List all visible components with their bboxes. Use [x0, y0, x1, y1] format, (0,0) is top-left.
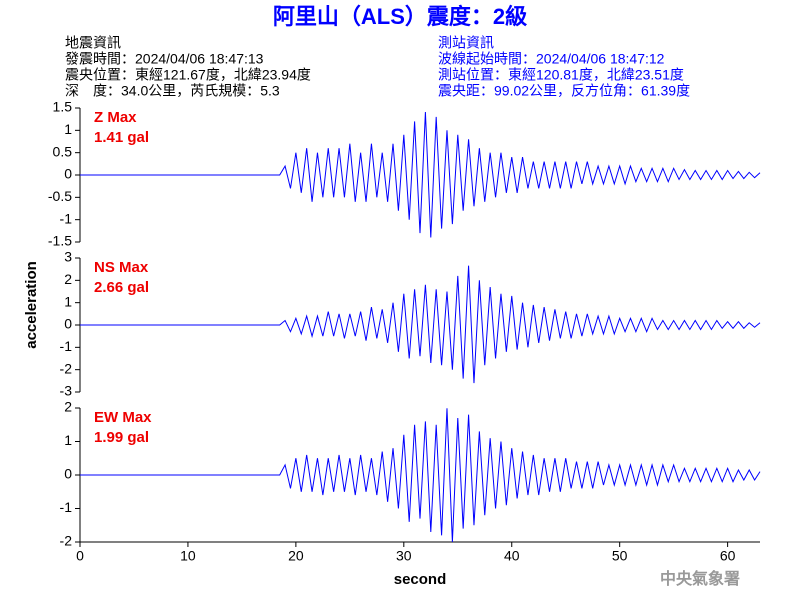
waveform	[80, 408, 761, 543]
y-tick-label: 2	[64, 271, 72, 287]
y-tick-label: -2	[60, 360, 73, 376]
max-label: 1.99 gal	[94, 429, 149, 446]
x-tick-label: 20	[288, 548, 304, 564]
y-tick-label: -2	[60, 533, 73, 549]
x-axis-label: second	[394, 571, 447, 588]
y-tick-label: 3	[64, 249, 72, 265]
info-text: 震央距：99.02公里，反方位角：61.39度	[438, 83, 690, 99]
y-tick-label: -1	[60, 338, 73, 354]
waveform	[80, 265, 761, 384]
y-axis-label: acceleration	[23, 261, 40, 349]
y-tick-label: 1	[64, 293, 72, 309]
y-tick-label: 1	[64, 121, 72, 137]
y-tick-label: -3	[60, 383, 73, 399]
x-tick-label: 30	[396, 548, 412, 564]
info-text: 深 度：34.0公里，芮氏規模：5.3	[65, 83, 280, 99]
y-tick-label: -0.5	[48, 188, 72, 204]
y-tick-label: 0	[64, 166, 72, 182]
y-tick-label: 1.5	[53, 99, 73, 115]
y-tick-label: 0	[64, 466, 72, 482]
waveform	[80, 111, 761, 238]
max-label: EW Max	[94, 409, 152, 426]
y-tick-label: 0.5	[53, 143, 73, 159]
info-text: 波線起始時間：2024/04/06 18:47:12	[438, 51, 665, 67]
y-tick-label: -1.5	[48, 233, 72, 249]
info-text: 震央位置：東經121.67度，北緯23.94度	[65, 67, 311, 83]
max-label: 1.41 gal	[94, 129, 149, 146]
info-text: 發震時間：2024/04/06 18:47:13	[65, 51, 264, 67]
info-text: 測站位置：東經120.81度，北緯23.51度	[438, 67, 684, 83]
y-tick-label: 1	[64, 432, 72, 448]
x-tick-label: 40	[504, 548, 520, 564]
info-text: 地震資訊	[65, 35, 121, 51]
max-label: Z Max	[94, 109, 137, 126]
max-label: NS Max	[94, 259, 149, 276]
x-tick-label: 50	[612, 548, 628, 564]
footer: 中央氣象署	[660, 569, 740, 588]
x-tick-label: 10	[180, 548, 196, 564]
y-tick-label: 2	[64, 399, 72, 415]
max-label: 2.66 gal	[94, 279, 149, 296]
y-tick-label: -1	[60, 499, 73, 515]
y-tick-label: 0	[64, 316, 72, 332]
x-tick-label: 60	[720, 548, 736, 564]
y-tick-label: -1	[60, 210, 73, 226]
info-text: 測站資訊	[438, 35, 494, 51]
chart-title: 阿里山（ALS）震度：2級	[273, 4, 527, 29]
x-tick-label: 0	[76, 548, 84, 564]
